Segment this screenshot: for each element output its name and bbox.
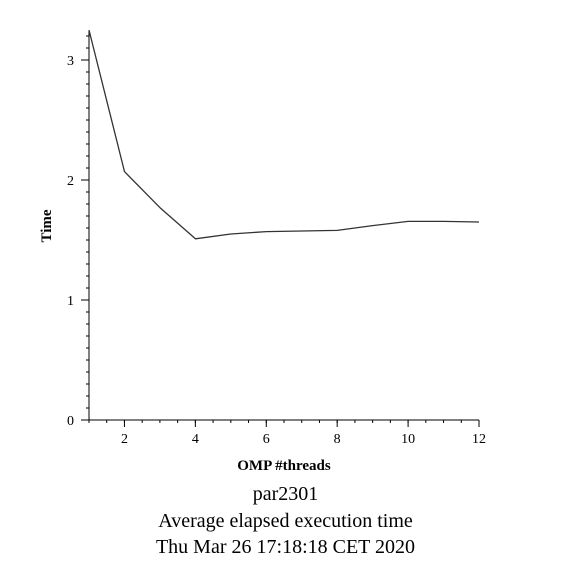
y-tick-label: 3 — [67, 54, 74, 69]
y-tick-label: 1 — [67, 294, 74, 309]
x-tick-label: 12 — [472, 432, 486, 447]
x-tick-label: 6 — [263, 432, 270, 447]
y-tick-label: 0 — [67, 414, 74, 429]
axes — [88, 30, 479, 421]
y-axis-label: Time — [39, 209, 55, 242]
x-tick-label: 10 — [401, 432, 415, 447]
caption-timestamp: Thu Mar 26 17:18:18 CET 2020 — [155, 536, 416, 558]
y-tick-label: 2 — [67, 174, 74, 189]
caption-subtitle: Average elapsed execution time — [158, 510, 413, 532]
series-line-0 — [88, 29, 480, 240]
series — [88, 29, 480, 240]
caption-title: par2301 — [252, 483, 319, 505]
x-tick-label: 2 — [121, 432, 128, 447]
x-axis-label: OMP #threads — [237, 458, 331, 474]
x-tick-label: 4 — [192, 432, 199, 447]
x-tick-label: 8 — [334, 432, 341, 447]
